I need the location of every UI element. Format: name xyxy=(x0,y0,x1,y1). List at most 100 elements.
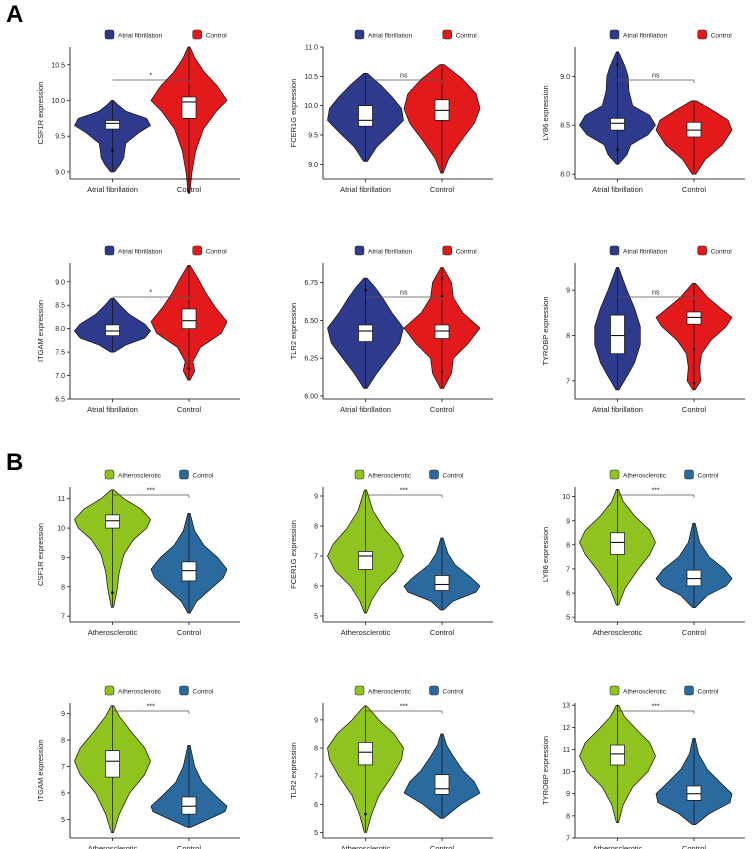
y-tick-label: 9 xyxy=(61,555,65,562)
y-tick-label: 7 xyxy=(566,836,570,843)
legend-swatch xyxy=(179,685,189,696)
x-category-label: Atherosclerotic xyxy=(341,844,391,849)
y-tick-label: 9 xyxy=(314,494,318,501)
y-tick-label: 6.75 xyxy=(304,280,318,287)
y-axis-title: TYROBP expression xyxy=(541,296,550,365)
x-category-label: Control xyxy=(682,844,707,849)
y-tick-label: 11 xyxy=(58,496,65,503)
violin-chart-a-tyrobp: Atrial fibrillation Control 7 8 9 Atrial fibr… xyxy=(541,245,745,414)
outlier-point xyxy=(692,381,696,385)
y-tick-label: 8 xyxy=(61,738,65,745)
y-tick-label: 6 xyxy=(314,584,318,591)
x-category-label: Control xyxy=(682,628,707,637)
x-category-label: Control xyxy=(177,185,202,194)
y-tick-label: 13 xyxy=(562,703,570,710)
outlier-point xyxy=(616,63,619,66)
significance-label: *** xyxy=(400,704,408,711)
legend-label: Control xyxy=(711,33,733,40)
y-tick-label: 6.25 xyxy=(304,356,318,363)
legend: Atrial fibrillation Control xyxy=(609,29,733,40)
outlier-point xyxy=(364,812,367,816)
legend-label: Atrial fibrillation xyxy=(623,249,667,256)
y-tick-label: 9 xyxy=(566,791,570,798)
y-tick-label: 10.5 xyxy=(51,62,65,69)
legend-label: Control xyxy=(711,249,733,256)
significance-label: *** xyxy=(147,704,155,711)
box-iqr xyxy=(105,750,120,778)
violin-chart-b-tyrobp: Atherosclerotic Control 7 8 9 10 11 12 13 Atheros… xyxy=(541,685,745,849)
legend-swatch xyxy=(354,29,365,40)
y-tick-label: 12 xyxy=(562,725,570,732)
significance-label: *** xyxy=(147,488,155,495)
y-tick-label: 9.0 xyxy=(308,162,318,169)
box-iqr xyxy=(105,324,120,337)
box-iqr xyxy=(434,774,450,795)
significance-label: *** xyxy=(400,488,408,495)
legend-swatch xyxy=(104,469,115,480)
legend-swatch xyxy=(684,685,694,696)
legend: Atrial fibrillation Control xyxy=(609,245,733,256)
box-iqr xyxy=(686,785,702,801)
violin-chart-a-csf1r: Atrial fibrillation Control 9.0 9.5 10.0 10.5… xyxy=(36,29,240,194)
outlier-point xyxy=(440,276,444,280)
y-axis-title: LY86 expression xyxy=(541,527,550,582)
y-tick-label: 11.0 xyxy=(305,45,318,52)
x-category-label: Atherosclerotic xyxy=(593,628,643,637)
legend-label: Control xyxy=(456,33,478,40)
legend-label: Control xyxy=(443,689,465,696)
y-tick-label: 9 xyxy=(61,711,65,718)
y-axis-title: FCER1G expression xyxy=(289,79,298,148)
y-axis-title: TLR2 expression xyxy=(289,303,298,360)
legend-swatch xyxy=(354,469,365,480)
legend: Atrial fibrillation Control xyxy=(354,245,477,256)
box-iqr xyxy=(181,796,197,815)
legend-label: Control xyxy=(206,33,228,40)
y-axis-title: FCER1G expression xyxy=(289,520,298,589)
legend: Atherosclerotic Control xyxy=(354,685,465,696)
y-tick-label: 6.50 xyxy=(304,318,318,325)
y-tick-label: 8.0 xyxy=(560,172,570,179)
legend: Atherosclerotic Control xyxy=(609,469,719,480)
violin-chart-a-tlr2: Atrial fibrillation Control 6.00 6.25 6.50 6.… xyxy=(289,245,493,414)
x-category-label: Atherosclerotic xyxy=(593,844,643,849)
violin-chart-grid: Atrial fibrillation Control 9.0 9.5 10.0 10.5… xyxy=(36,29,745,849)
box-iqr xyxy=(181,96,197,119)
significance-label: ns xyxy=(400,73,408,80)
y-tick-label: 6 xyxy=(61,791,65,798)
y-tick-label: 9.5 xyxy=(55,134,65,141)
y-tick-label: 8.5 xyxy=(55,303,65,310)
legend-label: Atherosclerotic xyxy=(118,689,162,696)
legend: Atherosclerotic Control xyxy=(354,469,464,480)
outlier-point xyxy=(187,367,191,370)
y-tick-label: 9.0 xyxy=(55,169,65,176)
y-tick-label: 10 xyxy=(562,494,570,501)
y-tick-label: 6 xyxy=(314,802,318,809)
box-iqr xyxy=(358,324,373,342)
y-axis-title: ITGAM expression xyxy=(36,739,45,801)
legend-label: Atrial fibrillation xyxy=(118,249,162,256)
y-axis-title: TLR2 expression xyxy=(289,742,298,799)
y-tick-label: 7 xyxy=(314,774,318,781)
y-tick-label: 10 xyxy=(57,526,65,533)
x-category-label: Atherosclerotic xyxy=(341,628,391,637)
y-tick-label: 7 xyxy=(566,378,570,385)
legend-swatch xyxy=(609,29,620,40)
violin-chart-b-tlr2: Atherosclerotic Control 5 6 7 8 9 Atherosclerot… xyxy=(289,685,493,849)
significance-label: ns xyxy=(400,290,408,297)
x-category-label: Control xyxy=(682,405,707,414)
y-tick-label: 8 xyxy=(566,813,570,820)
box-iqr xyxy=(686,311,702,325)
legend-label: Atrial fibrillation xyxy=(118,33,162,40)
box-iqr xyxy=(358,105,373,127)
legend-label: Atherosclerotic xyxy=(623,689,667,696)
significance-label: * xyxy=(149,290,152,297)
panel-letter-a: A xyxy=(6,1,23,28)
legend-swatch xyxy=(609,245,620,256)
legend-label: Atherosclerotic xyxy=(368,689,412,696)
y-tick-label: 6 xyxy=(566,591,570,598)
violin-chart-b-csf1r: Atherosclerotic Control 7 8 9 10 11 Atheroscler… xyxy=(36,469,240,637)
y-axis-title: CSF1R expression xyxy=(36,82,45,145)
violin-chart-b-itgam: Atherosclerotic Control 5 6 7 8 9 Atherosclerot… xyxy=(36,685,240,849)
legend-swatch xyxy=(354,685,365,696)
y-tick-label: 8 xyxy=(314,524,318,531)
